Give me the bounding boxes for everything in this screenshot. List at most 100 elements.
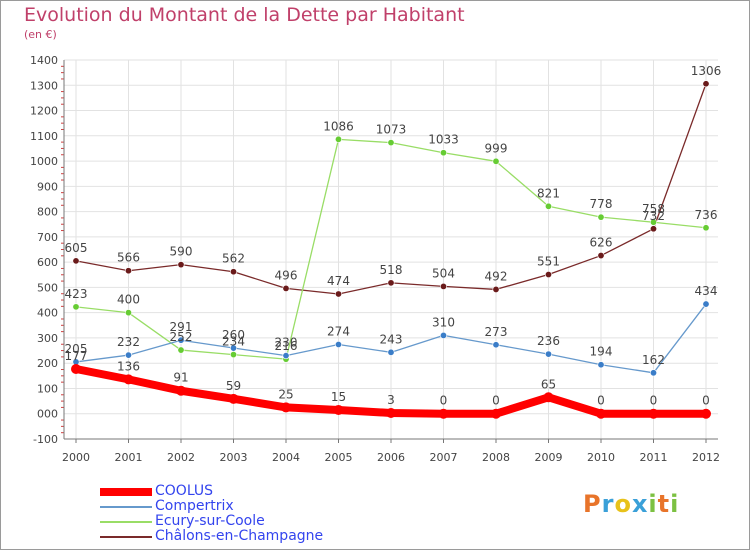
data-point [125, 351, 133, 359]
data-label: 504 [432, 266, 455, 280]
data-point [596, 408, 606, 419]
data-label: 0 [702, 394, 710, 408]
logo-letter: o [614, 490, 632, 518]
data-point [439, 282, 447, 290]
data-label: 252 [170, 330, 193, 344]
data-point [648, 408, 659, 419]
data-point [702, 224, 710, 232]
y-tick-label: 1300 [30, 79, 58, 92]
data-point [176, 385, 186, 396]
y-tick-label: 000 [37, 408, 58, 421]
x-tick-label: 2003 [220, 451, 248, 464]
legend-swatch [100, 521, 152, 523]
data-point [334, 290, 342, 298]
data-point [230, 344, 238, 352]
data-point [387, 139, 395, 147]
logo-letter: t [657, 490, 671, 518]
data-label: 496 [275, 268, 298, 282]
data-point [282, 352, 290, 360]
y-tick-label: 1100 [30, 130, 58, 143]
data-label: 236 [537, 334, 560, 348]
data-point [439, 149, 447, 157]
legend-swatch [100, 536, 152, 538]
data-label: 194 [590, 345, 613, 359]
data-point [72, 257, 80, 265]
proxiti-logo: Proxiti [583, 490, 679, 518]
logo-letter: x [631, 490, 649, 518]
data-point [439, 331, 447, 339]
data-point [334, 341, 342, 349]
data-label: 216 [275, 339, 298, 353]
data-point [125, 309, 133, 317]
data-label: 590 [170, 245, 193, 259]
data-label: 518 [380, 263, 403, 277]
data-point [282, 284, 290, 292]
x-tick-label: 2006 [377, 451, 405, 464]
data-point [543, 392, 554, 403]
data-point [597, 213, 605, 221]
data-label: 232 [117, 335, 140, 349]
data-label: 1086 [323, 119, 354, 133]
x-tick-label: 2005 [325, 451, 353, 464]
y-tick-label: 1000 [30, 155, 58, 168]
data-point [228, 393, 239, 404]
legend-label: COOLUS [155, 483, 214, 499]
data-point [702, 300, 710, 308]
data-point [230, 268, 238, 276]
data-point [544, 350, 552, 358]
data-label: 310 [432, 315, 455, 329]
data-point [387, 348, 395, 356]
data-label: 492 [485, 269, 508, 283]
data-label: 59 [226, 379, 241, 393]
data-point [72, 303, 80, 311]
data-label: 234 [222, 335, 245, 349]
y-tick-label: 600 [37, 256, 58, 269]
data-point [702, 80, 710, 88]
logo-letter: i [670, 490, 680, 518]
data-label: 177 [65, 349, 88, 363]
data-label: 758 [642, 202, 665, 216]
legend-label: Ecury-sur-Coole [155, 513, 265, 529]
data-point [71, 364, 81, 375]
data-label: 205 [65, 342, 88, 356]
data-point [649, 218, 657, 226]
data-label: 91 [173, 371, 188, 385]
legend-label: Châlons-en-Champagne [155, 528, 324, 544]
data-label: 423 [65, 287, 88, 301]
y-tick-label: 200 [37, 357, 58, 370]
data-label: 821 [537, 186, 560, 200]
data-point [177, 261, 185, 269]
data-point [177, 346, 185, 354]
data-point [544, 202, 552, 210]
y-tick-label: 100 [37, 382, 58, 395]
data-point [177, 336, 185, 344]
x-tick-label: 2009 [535, 451, 563, 464]
data-label: 3 [387, 393, 395, 407]
logo-letter: i [648, 490, 658, 518]
data-point [544, 271, 552, 279]
data-label: 260 [222, 328, 245, 342]
legend-swatch [100, 488, 152, 496]
data-label: 0 [492, 394, 500, 408]
data-label: 273 [485, 325, 508, 339]
data-label: 736 [695, 208, 718, 222]
y-tick-label: 900 [37, 180, 58, 193]
data-label: 291 [170, 320, 193, 334]
legend-label: Compertrix [155, 498, 234, 514]
data-label: 1073 [376, 123, 407, 137]
data-label: 162 [642, 353, 665, 367]
y-tick-label: 400 [37, 307, 58, 320]
data-label: 274 [327, 325, 350, 339]
chart-unit: (en €) [24, 28, 57, 41]
y-tick-label: 500 [37, 281, 58, 294]
data-label: 25 [278, 387, 293, 401]
logo-letter: r [601, 490, 615, 518]
x-tick-label: 2002 [167, 451, 195, 464]
data-label: 230 [275, 336, 298, 350]
x-tick-label: 2011 [640, 451, 668, 464]
data-point [387, 279, 395, 287]
y-tick-label: 300 [37, 332, 58, 345]
data-label: 65 [541, 377, 556, 391]
data-point [701, 408, 711, 419]
